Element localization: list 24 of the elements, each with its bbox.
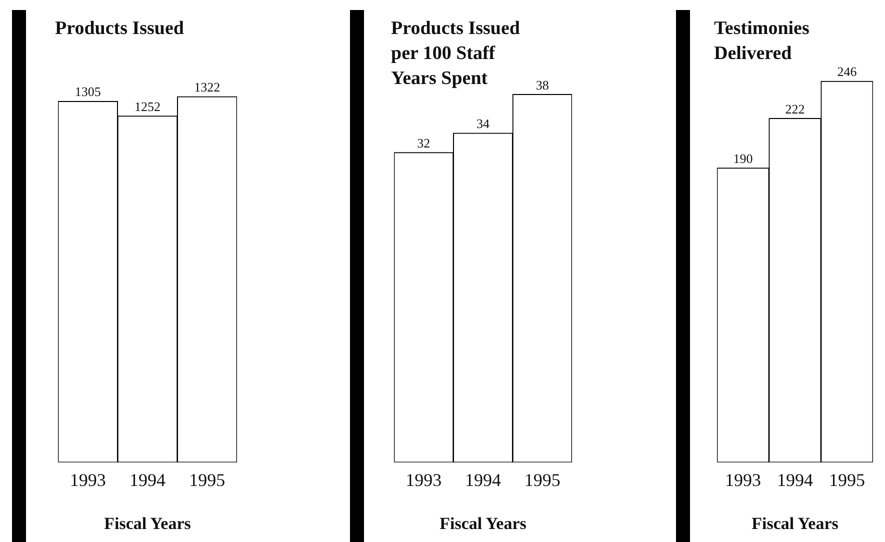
data-label: 32 (417, 135, 430, 150)
data-label: 246 (837, 64, 858, 80)
data-label: 1252 (134, 98, 160, 114)
x-tick-label: 1993 (70, 470, 106, 490)
x-tick-label: 1993 (725, 470, 761, 490)
data-label: 34 (476, 116, 490, 132)
chart-title: Products Issued per 100 Staff Years Spent (391, 18, 520, 89)
x-tick-label: 1994 (777, 470, 813, 490)
data-label: 1305 (74, 84, 101, 100)
data-label: 38 (536, 77, 549, 92)
x-tick-label: 1994 (465, 470, 501, 490)
x-axis-title: Fiscal Years (750, 514, 840, 534)
x-axis-title: Fiscal Years (103, 514, 192, 534)
x-tick-label: 1995 (189, 470, 226, 490)
chart-title: Products Issued (55, 17, 185, 41)
data-label: 190 (733, 150, 753, 166)
x-axis-title: Fiscal Years (438, 514, 528, 534)
data-label: 222 (785, 101, 805, 116)
x-tick-label: 1993 (406, 470, 442, 490)
data-label: 1322 (194, 80, 220, 95)
chart-title: Testimonies Delivered (714, 17, 810, 66)
x-tick-label: 1995 (829, 470, 865, 490)
x-tick-label: 1995 (524, 470, 560, 490)
x-tick-label: 1994 (130, 470, 166, 490)
